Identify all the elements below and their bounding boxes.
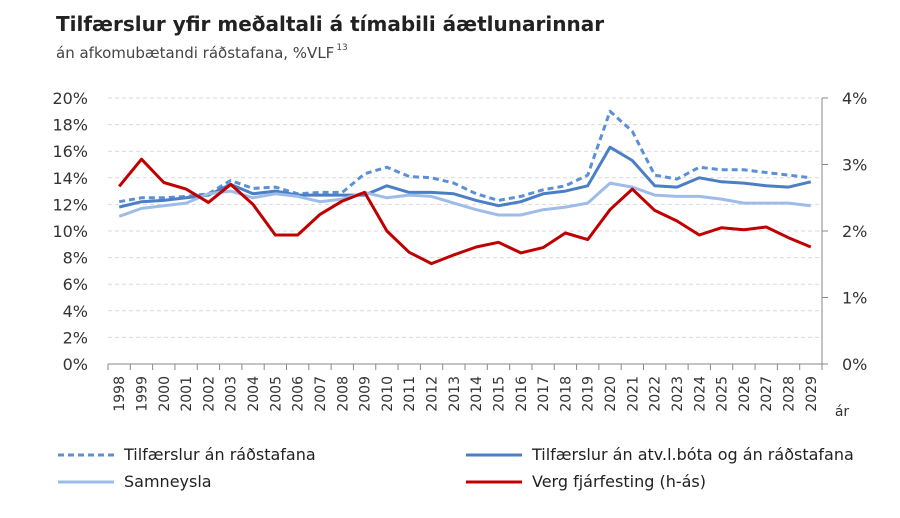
legend-label-2: Samneysla: [124, 472, 212, 491]
x-tick-label: 2013: [447, 376, 463, 412]
legend-swatch-0: [58, 453, 114, 456]
subtitle-footnote: 13: [336, 43, 348, 53]
x-tick-label: 2014: [469, 376, 485, 412]
x-tick-label: 2023: [670, 376, 686, 412]
x-tick-label: 1998: [112, 376, 128, 412]
x-tick-label: 2002: [201, 376, 217, 412]
x-tick-label: 2022: [648, 376, 664, 412]
x-tick-label: 2018: [558, 376, 574, 412]
x-tick-label: 2003: [224, 376, 240, 412]
x-tick-label: 2026: [737, 376, 753, 412]
x-tick-label: 2006: [291, 376, 307, 412]
y2-tick-label: 3%: [842, 156, 867, 175]
y2-tick-label: 2%: [842, 222, 867, 241]
y-tick-label: 6%: [63, 275, 88, 294]
x-tick-label: 2010: [380, 376, 396, 412]
legend-swatch-3: [466, 480, 522, 483]
x-tick-label: 2004: [246, 376, 262, 412]
x-tick-label: 2029: [804, 376, 820, 412]
y-tick-label: 12%: [52, 195, 88, 214]
series-line-2: [118, 181, 811, 218]
y2-tick-label: 0%: [842, 355, 867, 374]
legend-label-0: Tilfærslur án ráðstafana: [124, 445, 316, 464]
chart-title: Tilfærslur yfir meðaltali á tímabili áæt…: [56, 12, 605, 36]
x-tick-label: 2008: [335, 376, 351, 412]
x-tick-label: 2015: [491, 376, 507, 412]
y-tick-label: 8%: [63, 249, 88, 268]
y-tick-label: 16%: [52, 142, 88, 161]
x-tick-label: 2011: [402, 376, 418, 412]
x-axis-label: ár: [835, 404, 850, 420]
series-line-3: [118, 157, 812, 266]
x-tick-label: 2019: [581, 376, 597, 412]
x-tick-label: 2012: [425, 376, 441, 412]
y-tick-label: 20%: [52, 89, 88, 108]
legend-item-2: Samneysla: [58, 472, 212, 491]
x-tick-label: 2009: [358, 376, 374, 412]
y-tick-label: 14%: [52, 169, 88, 188]
x-tick-label: 2028: [782, 376, 798, 412]
legend-label-1: Tilfærslur án atv.l.bóta og án ráðstafan…: [532, 445, 854, 464]
legend-item-3: Verg fjárfesting (h-ás): [466, 472, 706, 491]
x-tick-label: 2016: [514, 376, 530, 412]
y-tick-label: 2%: [63, 328, 88, 347]
y2-tick-label: 4%: [842, 89, 867, 108]
series-line-0: [118, 109, 811, 204]
y-tick-label: 4%: [63, 302, 88, 321]
y2-tick-label: 1%: [842, 289, 867, 308]
chart-subtitle-text: án afkomubætandi ráðstafana, %VLF: [56, 44, 335, 62]
line-chart: 0% 2% 4% 6% 8% 10% 12% 14% 16% 18% 20% 0% 1% 2% 3% 4% 19…: [52, 89, 867, 420]
x-tick-label: 2027: [759, 376, 775, 412]
legend-swatch-2: [58, 480, 114, 483]
x-tick-label: 2000: [157, 376, 173, 412]
y-tick-label: 10%: [52, 222, 88, 241]
y-tick-label: 0%: [63, 355, 88, 374]
y-tick-label: 18%: [52, 116, 88, 135]
legend-item-1: Tilfærslur án atv.l.bóta og án ráðstafan…: [466, 445, 854, 464]
x-tick-label: 2001: [179, 376, 195, 412]
legend-swatch-1: [466, 453, 522, 456]
x-tick-label: 2024: [692, 376, 708, 412]
x-tick-label: 2007: [313, 376, 329, 412]
x-tick-label: 2017: [536, 376, 552, 412]
chart-subtitle: án afkomubætandi ráðstafana, %VLF 13: [56, 43, 348, 62]
x-tick-label: 2021: [625, 376, 641, 412]
x-tick-label: 1999: [134, 376, 150, 412]
legend-item-0: Tilfærslur án ráðstafana: [58, 445, 316, 464]
x-tick-label: 2005: [268, 376, 284, 412]
x-tick-label: 2025: [715, 376, 731, 412]
legend-label-3: Verg fjárfesting (h-ás): [532, 472, 706, 491]
x-tick-label: 2020: [603, 376, 619, 412]
